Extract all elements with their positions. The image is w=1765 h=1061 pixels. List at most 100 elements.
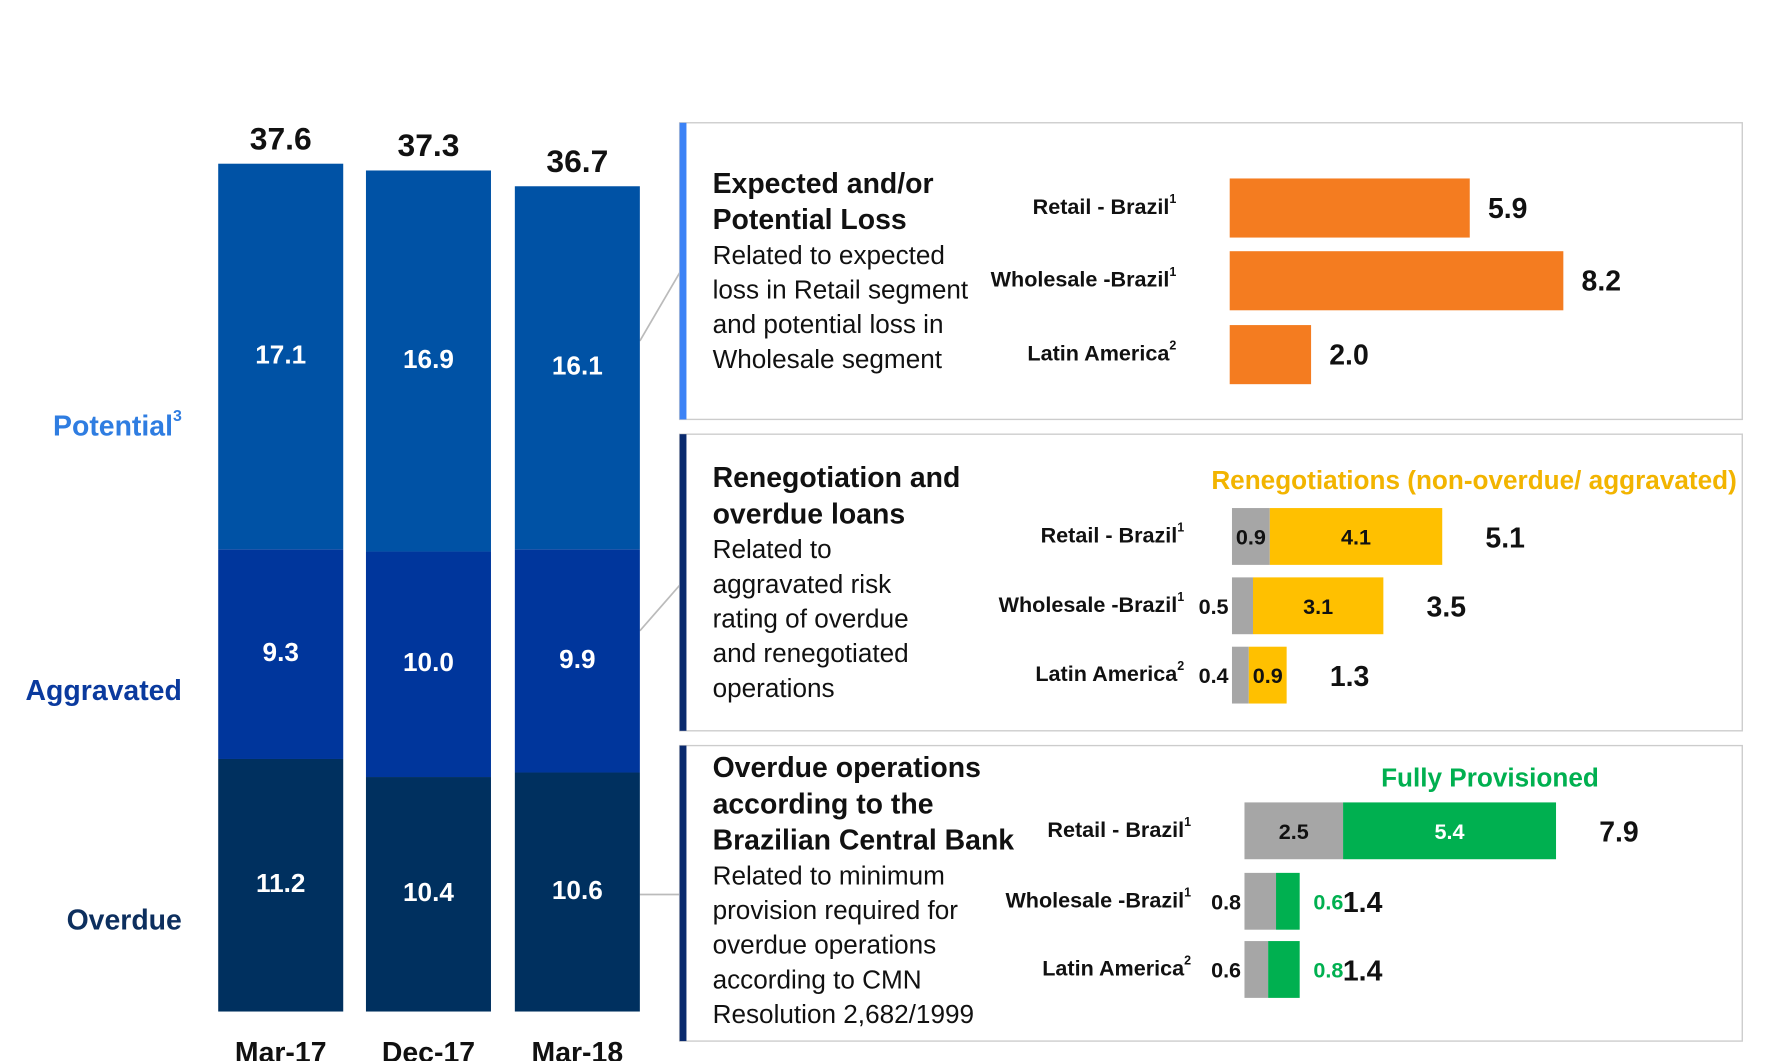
panel xyxy=(678,433,1743,732)
category-label: Retail - Brazil1 xyxy=(1047,815,1191,841)
category-label: Wholesale -Brazil1 xyxy=(991,265,1177,291)
value-label: 16.9 xyxy=(403,344,454,374)
category-label: Latin America2 xyxy=(1035,659,1184,685)
category-text: Latin America xyxy=(1042,955,1185,980)
total-label: 1.4 xyxy=(1343,887,1383,919)
panel-desc: overdue operations xyxy=(713,930,937,960)
bar-segment xyxy=(1244,872,1277,930)
bar-segment xyxy=(1244,941,1269,998)
total-label: 37.3 xyxy=(398,127,460,163)
footnote: 2 xyxy=(1177,659,1184,673)
x-tick-label: Mar-18 xyxy=(532,1037,624,1061)
panel-title: Brazilian Central Bank xyxy=(713,825,1015,857)
legend-text: Overdue xyxy=(67,904,182,936)
value-label: 0.8 xyxy=(1211,889,1241,914)
legend-text: Aggravated xyxy=(26,675,182,707)
value-label: 10.0 xyxy=(403,647,454,677)
bar-segment xyxy=(1244,802,1344,860)
footnote: 1 xyxy=(1184,815,1191,829)
total-label: 7.9 xyxy=(1599,817,1639,849)
connector xyxy=(639,272,681,342)
bar-segment xyxy=(1231,646,1249,704)
bar-segment xyxy=(1248,646,1287,704)
value-label: 9.9 xyxy=(559,644,595,674)
panel-desc: loss in Retail segment xyxy=(713,274,969,304)
bar xyxy=(1229,325,1312,385)
panel xyxy=(678,744,1743,1042)
category-text: Latin America xyxy=(1035,661,1178,686)
legend-label: Fully Provisioned xyxy=(1381,763,1599,793)
value-label: 2.0 xyxy=(1329,339,1368,371)
bar-segment xyxy=(365,777,491,1012)
panel-title: Renegotiation and xyxy=(713,462,961,494)
total-label: 1.3 xyxy=(1330,661,1370,693)
footnote: 1 xyxy=(1169,265,1176,279)
panel-title: Overdue operations xyxy=(713,752,981,784)
panel-title: overdue loans xyxy=(713,499,906,531)
category-text: Retail - Brazil xyxy=(1041,522,1178,547)
legend-label: Overdue xyxy=(67,904,182,936)
value-label: 17.1 xyxy=(255,339,306,369)
legend-text: Potential xyxy=(53,410,173,442)
x-tick-label: Mar-17 xyxy=(235,1037,327,1061)
panel-desc: Resolution 2,682/1999 xyxy=(713,999,974,1029)
legend-label: Renegotiations (non-overdue/ aggravated) xyxy=(1211,465,1736,495)
value-label: 4.1 xyxy=(1341,524,1371,549)
category-text: Retail - Brazil xyxy=(1033,194,1170,219)
value-label: 8.2 xyxy=(1582,266,1621,298)
panel xyxy=(678,122,1743,421)
bar-segment xyxy=(218,163,344,550)
footnote: 1 xyxy=(1177,590,1184,604)
bar-segment xyxy=(1276,872,1300,930)
panel-desc: Related to minimum xyxy=(713,860,945,890)
bar-segment xyxy=(514,549,640,773)
category-label: Wholesale -Brazil1 xyxy=(999,590,1185,616)
value-label: 0.6 xyxy=(1211,957,1241,982)
bar-segment xyxy=(1253,577,1384,635)
total-label: 36.7 xyxy=(546,143,608,179)
bar-segment xyxy=(1343,802,1557,860)
category-text: Wholesale -Brazil xyxy=(999,591,1178,616)
x-tick-label: Dec-17 xyxy=(382,1037,475,1061)
total-label: 3.5 xyxy=(1427,592,1467,624)
category-label: Retail - Brazil1 xyxy=(1033,192,1177,218)
value-label: 0.8 xyxy=(1313,957,1343,982)
category-text: Wholesale -Brazil xyxy=(1005,887,1184,912)
value-label: 5.4 xyxy=(1435,819,1465,844)
value-label: 10.4 xyxy=(403,877,454,907)
category-text: Latin America xyxy=(1027,340,1170,365)
panel-desc: rating of overdue xyxy=(713,603,909,633)
category-label: Latin America2 xyxy=(1027,339,1176,365)
bar-segment xyxy=(1231,508,1270,565)
panel-desc: provision required for xyxy=(713,895,959,925)
bar-segment xyxy=(514,186,640,550)
category-text: Wholesale -Brazil xyxy=(991,266,1170,291)
panel-desc: Related to xyxy=(713,534,832,564)
footnote: 1 xyxy=(1169,192,1176,206)
bar-segment xyxy=(1268,941,1300,998)
total-label: 5.1 xyxy=(1485,522,1524,554)
category-label: Latin America2 xyxy=(1042,954,1191,980)
panel-desc: according to CMN xyxy=(713,964,922,994)
footnote: 1 xyxy=(1177,521,1184,535)
footnote: 1 xyxy=(1184,886,1191,900)
bar-segment xyxy=(1269,508,1443,565)
total-label: 1.4 xyxy=(1343,955,1383,987)
value-label: 9.3 xyxy=(263,637,299,667)
bar xyxy=(1229,178,1470,238)
bar-segment xyxy=(514,772,640,1012)
value-label: 0.9 xyxy=(1236,524,1266,549)
panel-title: Expected and/or xyxy=(713,168,934,200)
value-label: 0.4 xyxy=(1199,663,1229,688)
bar-segment xyxy=(365,551,491,778)
panel-accent xyxy=(679,434,687,731)
bar-segment xyxy=(218,549,344,759)
panel-accent xyxy=(679,122,687,420)
bar xyxy=(1229,251,1564,311)
panel-title: Potential Loss xyxy=(713,204,907,236)
bar-segment xyxy=(1231,577,1254,635)
panel-title: according to the xyxy=(713,788,934,820)
value-label: 0.5 xyxy=(1199,594,1229,619)
